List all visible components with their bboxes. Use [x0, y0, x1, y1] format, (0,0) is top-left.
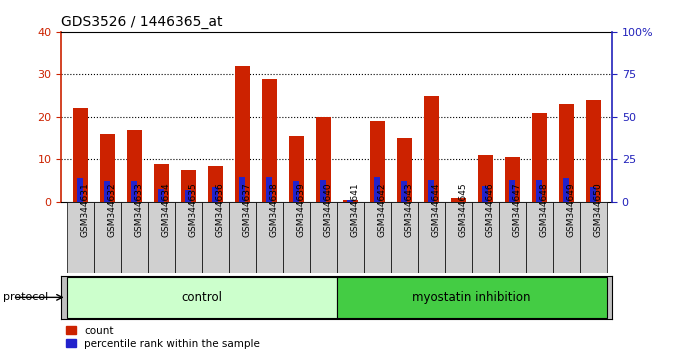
Bar — [401, 181, 407, 202]
Text: GSM344636: GSM344636 — [215, 182, 224, 237]
Bar — [390, 202, 418, 273]
Bar — [337, 277, 607, 318]
Text: control: control — [181, 291, 222, 304]
Text: GSM344645: GSM344645 — [458, 183, 467, 237]
Bar — [126, 130, 141, 202]
Bar — [158, 189, 164, 202]
Bar — [67, 277, 337, 318]
Bar — [553, 202, 579, 273]
Bar — [100, 134, 114, 202]
Text: GSM344631: GSM344631 — [80, 182, 89, 237]
Bar — [293, 181, 299, 202]
Bar — [396, 138, 411, 202]
Bar — [94, 202, 120, 273]
Bar — [526, 202, 553, 273]
Bar — [559, 104, 573, 202]
Bar — [482, 187, 488, 202]
Bar — [536, 180, 542, 202]
Text: GSM344649: GSM344649 — [566, 183, 575, 237]
Text: GDS3526 / 1446365_at: GDS3526 / 1446365_at — [61, 16, 222, 29]
Text: GSM344637: GSM344637 — [242, 182, 251, 237]
Bar — [509, 180, 515, 202]
Bar — [579, 202, 607, 273]
Text: GSM344633: GSM344633 — [134, 182, 143, 237]
Bar — [428, 180, 435, 202]
Bar — [424, 96, 439, 202]
Bar — [256, 202, 283, 273]
Bar — [370, 121, 384, 202]
Bar — [585, 100, 600, 202]
Bar — [343, 200, 358, 202]
Text: GSM344646: GSM344646 — [485, 183, 494, 237]
Bar — [120, 202, 148, 273]
Bar — [505, 157, 520, 202]
Bar — [347, 200, 353, 202]
Bar — [201, 202, 228, 273]
Bar — [451, 198, 466, 202]
Text: GSM344647: GSM344647 — [512, 183, 521, 237]
Bar — [374, 177, 380, 202]
Bar — [477, 155, 492, 202]
Bar — [212, 187, 218, 202]
Bar — [266, 177, 272, 202]
Text: GSM344634: GSM344634 — [161, 183, 170, 237]
Bar — [175, 202, 201, 273]
Bar — [235, 66, 250, 202]
Text: protocol: protocol — [3, 292, 49, 302]
Bar — [472, 202, 498, 273]
Bar — [563, 178, 569, 202]
Bar — [283, 202, 309, 273]
Text: GSM344640: GSM344640 — [323, 183, 332, 237]
Text: GSM344639: GSM344639 — [296, 182, 305, 237]
Legend: count, percentile rank within the sample: count, percentile rank within the sample — [67, 326, 260, 349]
Bar — [73, 108, 88, 202]
Bar — [207, 166, 222, 202]
Bar — [185, 190, 191, 202]
Bar — [532, 113, 547, 202]
Bar — [239, 177, 245, 202]
Bar — [148, 202, 175, 273]
Bar — [77, 178, 83, 202]
Text: GSM344648: GSM344648 — [539, 183, 548, 237]
Text: GSM344642: GSM344642 — [377, 183, 386, 237]
Bar — [131, 181, 137, 202]
Bar — [289, 136, 303, 202]
Bar — [67, 202, 94, 273]
Bar — [154, 164, 169, 202]
Bar — [590, 187, 596, 202]
Text: GSM344644: GSM344644 — [431, 183, 440, 237]
Text: GSM344635: GSM344635 — [188, 182, 197, 237]
Bar — [228, 202, 256, 273]
Text: GSM344643: GSM344643 — [404, 183, 413, 237]
Bar — [445, 202, 472, 273]
Text: GSM344641: GSM344641 — [350, 183, 359, 237]
Text: GSM344650: GSM344650 — [593, 182, 602, 237]
Bar — [104, 181, 110, 202]
Bar — [337, 202, 364, 273]
Text: GSM344632: GSM344632 — [107, 183, 116, 237]
Text: myostatin inhibition: myostatin inhibition — [412, 291, 531, 304]
Bar — [181, 170, 196, 202]
Bar — [418, 202, 445, 273]
Text: GSM344638: GSM344638 — [269, 182, 278, 237]
Bar — [320, 180, 326, 202]
Bar — [498, 202, 526, 273]
Bar — [309, 202, 337, 273]
Bar — [262, 79, 277, 202]
Bar — [316, 117, 330, 202]
Bar — [364, 202, 390, 273]
